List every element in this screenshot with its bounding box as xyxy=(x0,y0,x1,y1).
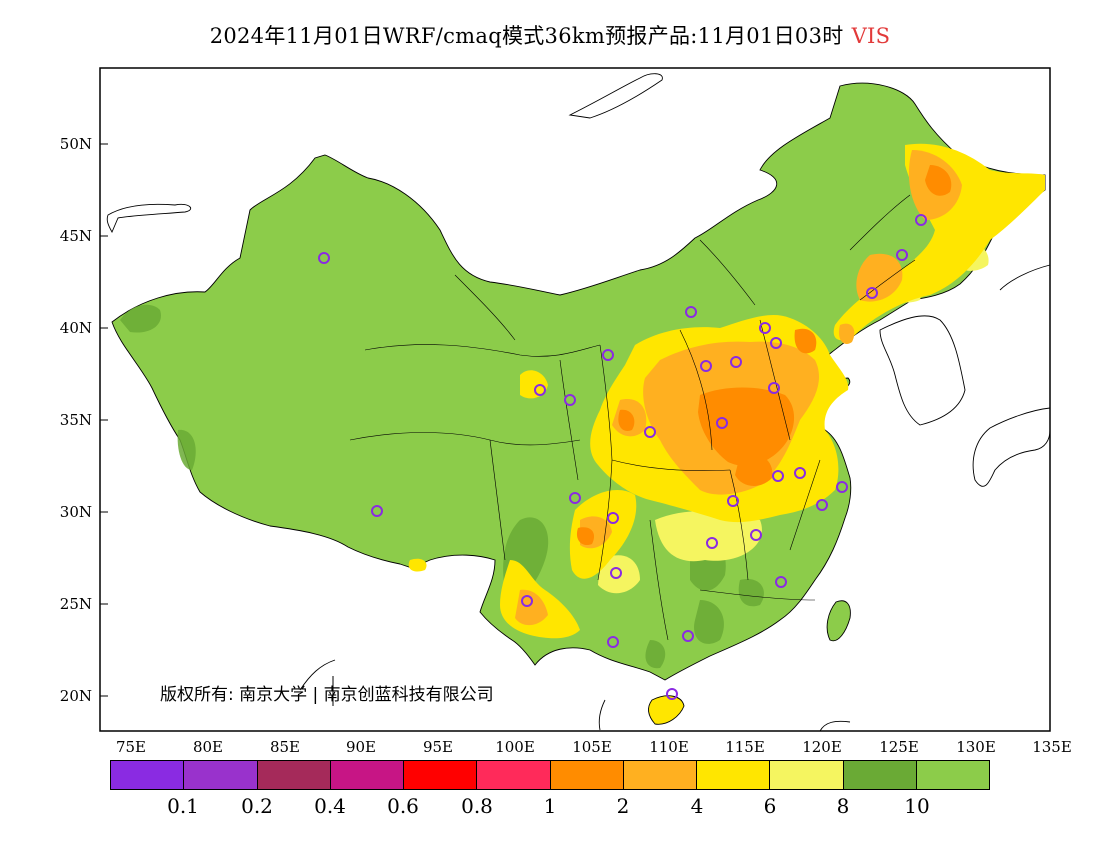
vis-band-8-10 xyxy=(120,304,764,669)
legend-swatch xyxy=(770,761,844,789)
lon-label-130e: 130E xyxy=(956,738,996,756)
legend-label: 0.1 xyxy=(167,794,199,818)
color-legend xyxy=(110,760,990,790)
legend-swatch xyxy=(330,761,404,789)
lon-label-120e: 120E xyxy=(802,738,842,756)
lon-label-115e: 115E xyxy=(725,738,765,756)
lat-label-30n: 30N xyxy=(59,503,92,521)
lon-label-90e: 90E xyxy=(345,738,377,756)
lon-label-95e: 95E xyxy=(422,738,454,756)
legend-swatch xyxy=(111,761,185,789)
legend-label: 0.6 xyxy=(387,794,419,818)
legend-swatch xyxy=(916,761,989,789)
legend-swatch xyxy=(404,761,478,789)
lon-label-100e: 100E xyxy=(495,738,535,756)
legend-label: 0.8 xyxy=(461,794,493,818)
legend-swatch xyxy=(843,761,917,789)
legend-label: 4 xyxy=(690,794,704,818)
lon-label-85e: 85E xyxy=(269,738,301,756)
lon-label-110e: 110E xyxy=(649,738,689,756)
lon-label-80e: 80E xyxy=(192,738,224,756)
taiwan-island xyxy=(826,600,851,642)
legend-swatch xyxy=(184,761,258,789)
title-variable: VIS xyxy=(851,24,891,48)
legend-label: 8 xyxy=(836,794,850,818)
chart-title: 2024年11月01日WRF/cmaq模式36km预报产品:11月01日03时 V… xyxy=(0,20,1100,50)
legend-swatch xyxy=(697,761,771,789)
lon-label-135e: 135E xyxy=(1032,738,1072,756)
legend-label: 10 xyxy=(904,794,930,818)
lat-label-20n: 20N xyxy=(59,687,92,705)
legend-swatch xyxy=(623,761,697,789)
lat-label-50n: 50N xyxy=(59,135,92,153)
legend-swatch xyxy=(550,761,624,789)
lat-ticks xyxy=(100,143,108,697)
vis-band-1-2 xyxy=(576,165,952,546)
lon-label-75e: 75E xyxy=(115,738,147,756)
neighbor-coastlines xyxy=(106,73,1051,732)
title-main: 2024年11月01日WRF/cmaq模式36km预报产品:11月01日03时 xyxy=(209,24,844,48)
lon-label-105e: 105E xyxy=(572,738,612,756)
lat-label-35n: 35N xyxy=(59,411,92,429)
legend-label: 0.4 xyxy=(314,794,346,818)
station-markers xyxy=(318,214,927,700)
legend-label: 0.2 xyxy=(241,794,273,818)
lat-label-25n: 25N xyxy=(59,595,92,613)
legend-swatch xyxy=(257,761,331,789)
lon-label-125e: 125E xyxy=(879,738,919,756)
copyright-text: 版权所有: 南京大学 | 南京创蓝科技有限公司 xyxy=(160,685,494,705)
legend-label: 1 xyxy=(543,794,557,818)
hainan-island xyxy=(648,695,685,725)
lat-label-40n: 40N xyxy=(59,319,92,337)
lat-label-45n: 45N xyxy=(59,227,92,245)
legend-swatch xyxy=(477,761,551,789)
legend-label: 6 xyxy=(763,794,777,818)
legend-label: 2 xyxy=(616,794,630,818)
